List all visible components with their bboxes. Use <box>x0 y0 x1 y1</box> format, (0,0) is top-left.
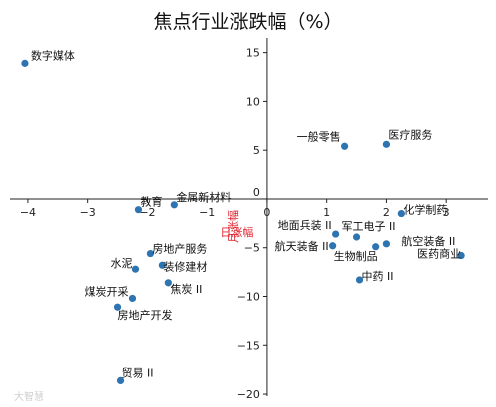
data-point <box>372 243 380 251</box>
watermark-text: 大智慧 <box>14 390 44 403</box>
data-point <box>21 59 29 67</box>
data-point <box>382 140 391 148</box>
point-label: 金属新材料 <box>176 190 231 204</box>
point-label: 水泥 <box>110 257 132 270</box>
y-tick-label: −5 <box>244 242 260 255</box>
y-tick-label: −20 <box>237 388 260 401</box>
y-axis-label: 月涨幅 <box>227 210 240 243</box>
y-tick-label: −15 <box>237 339 260 352</box>
data-point <box>352 233 361 241</box>
y-tick-label: 0 <box>253 186 260 199</box>
data-point <box>131 265 140 273</box>
point-label: 军工电子 II <box>342 220 396 233</box>
y-tick-label: −10 <box>237 291 260 304</box>
data-point <box>355 276 364 284</box>
point-label: 化学制药 <box>403 203 447 217</box>
data-point <box>170 201 178 209</box>
data-point <box>116 376 125 384</box>
data-point <box>134 206 143 214</box>
point-label: 教育 <box>140 195 162 209</box>
point-label: 地面兵装 II <box>278 219 332 232</box>
point-label: 生物制品 <box>334 249 378 263</box>
data-point <box>329 242 337 250</box>
x-tick-label: −4 <box>20 206 36 219</box>
point-label: 房地产服务 <box>152 242 207 256</box>
data-point <box>382 240 391 248</box>
data-point <box>128 294 137 303</box>
data-point <box>332 230 340 238</box>
x-tick-label: 2 <box>383 206 390 219</box>
x-tick-label: −3 <box>80 206 96 219</box>
x-tick-label: −1 <box>199 206 215 219</box>
point-label: 医疗服务 <box>388 127 432 141</box>
y-tick-label: 10 <box>246 95 260 108</box>
data-point <box>146 249 155 258</box>
data-points <box>21 59 465 384</box>
point-label: 贸易 II <box>122 366 154 379</box>
point-label: 焦炭 II <box>170 283 202 296</box>
point-label: 煤炭开采 <box>84 285 128 298</box>
y-tick-label: 5 <box>253 144 260 157</box>
x-tick-label: 3 <box>443 206 450 219</box>
point-label: 数字媒体 <box>31 48 75 62</box>
x-tick-label: −2 <box>139 206 155 219</box>
x-tick-label: 1 <box>323 206 330 219</box>
x-tick-label: 0 <box>263 206 270 219</box>
point-label: 航天装备 II <box>275 239 329 253</box>
data-point <box>113 303 122 311</box>
y-tick-label: 15 <box>246 47 260 60</box>
data-point <box>341 142 349 150</box>
point-label: 装修建材 <box>163 259 207 273</box>
data-point <box>164 279 172 287</box>
data-point <box>457 251 465 260</box>
point-label: 中药 II <box>362 270 394 283</box>
point-label: 一般零售 <box>297 129 341 143</box>
data-point <box>397 209 405 218</box>
chart-title: 焦点行业涨跌幅（%） <box>153 11 342 33</box>
data-point <box>158 261 166 269</box>
x-axis-label: 日涨幅 <box>220 226 253 239</box>
point-label: 航空装备 II <box>401 234 455 248</box>
point-label: 医药商业 <box>417 247 461 261</box>
point-label: 房地产开发 <box>118 308 173 322</box>
